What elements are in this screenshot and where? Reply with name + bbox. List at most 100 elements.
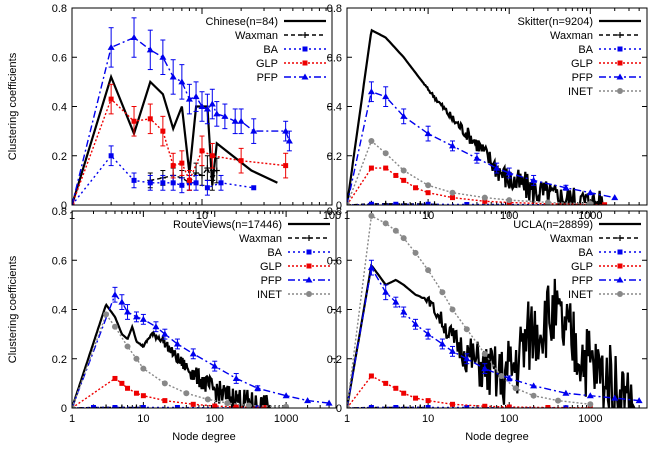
data-point [424,330,432,337]
data-point [133,390,139,396]
legend-item: BA [263,44,326,56]
data-point [401,390,407,396]
y-tick-label: 0.8 [52,206,67,218]
legend-label: GLP [260,261,282,273]
data-point [424,130,432,137]
data-point [173,340,181,347]
x-tick-label: 100 [323,210,341,222]
x-tick-label: 100 [500,413,518,425]
legend-marker [302,32,308,38]
data-point [139,315,147,322]
x-tick-label: 100 [206,413,224,425]
series-line [347,375,591,408]
data-point [185,95,193,102]
data-point [108,153,114,159]
data-point [530,382,538,389]
y-tick-label: 0.6 [327,255,342,267]
data-point [611,194,619,201]
legend-item: RouteViews(n=17446) [173,219,330,231]
legend-marker [305,276,313,283]
legend-marker [617,291,623,297]
legend-marker [617,32,623,38]
data-point [325,399,333,406]
data-point [439,289,446,296]
data-point [283,403,290,408]
data-point [382,150,389,157]
legend-item: BA [578,247,641,259]
legend-label: GLP [256,58,278,70]
plot-frame [71,210,337,409]
data-point [482,198,488,204]
data-point [204,185,210,191]
data-point [449,306,456,313]
data-point [124,308,132,315]
data-point [400,308,408,315]
data-point [160,128,166,134]
legend-label: BA [578,44,593,56]
data-point [382,93,390,100]
x-axis-title: Node degree [172,431,236,443]
legend-item: BA [578,44,641,56]
series-0 [347,28,606,205]
y-tick-label: 0.8 [327,3,342,15]
data-point [367,88,375,95]
data-point [412,249,419,256]
data-point [212,403,218,408]
legend-item: BA [267,247,330,259]
data-point [463,355,471,362]
data-point [112,375,118,381]
data-point [505,169,513,176]
x-axis-title: Node degree [465,431,529,443]
data-point [347,405,350,408]
legend-marker [617,263,623,269]
legend: UCLA(n=28899) Waxman BA GLP PFP INET [513,219,641,301]
data-point [635,397,643,404]
data-point [400,235,407,242]
data-point [178,78,186,85]
data-point [190,401,196,407]
data-point [425,182,432,189]
legend-item: PFP [261,275,330,287]
data-point [383,380,389,386]
legend-item: PFP [257,72,326,84]
data-point [473,154,481,161]
data-point [186,177,192,183]
data-point [161,380,168,387]
data-point [140,393,146,399]
legend-label: PFP [257,72,278,84]
legend-marker [616,276,624,283]
legend-marker [301,73,309,80]
legend-item: GLP [256,58,326,70]
data-point [463,326,470,333]
data-point [413,185,419,191]
series-line [347,214,591,408]
x-tick-label: 1000 [578,413,602,425]
data-point [193,180,199,186]
panel-top-right: 00.20.40.60.81101001000Skitter(n=9204)Wa… [327,3,648,222]
data-point [159,53,167,60]
data-point [132,313,140,320]
data-point [209,177,216,184]
series-2 [72,145,257,205]
data-point [382,288,390,295]
legend-label: Waxman [550,30,593,42]
data-point [393,405,399,408]
data-point [450,401,456,407]
data-point [170,180,176,186]
series-0 [347,263,636,408]
data-point [204,396,211,403]
legend-marker [306,235,312,241]
y-tick-label: 0 [61,403,67,415]
data-point [199,148,205,154]
y-tick-label: 0 [336,200,342,212]
data-point [368,165,374,171]
data-point [111,291,119,298]
data-point [179,182,185,188]
legend-item: UCLA(n=28899) [513,219,641,231]
y-tick-label: 0.2 [327,354,342,366]
data-point [562,184,570,191]
series-0 [72,302,272,408]
data-point [481,365,489,372]
y-tick-label: 0.6 [52,52,67,64]
data-point [179,160,185,166]
